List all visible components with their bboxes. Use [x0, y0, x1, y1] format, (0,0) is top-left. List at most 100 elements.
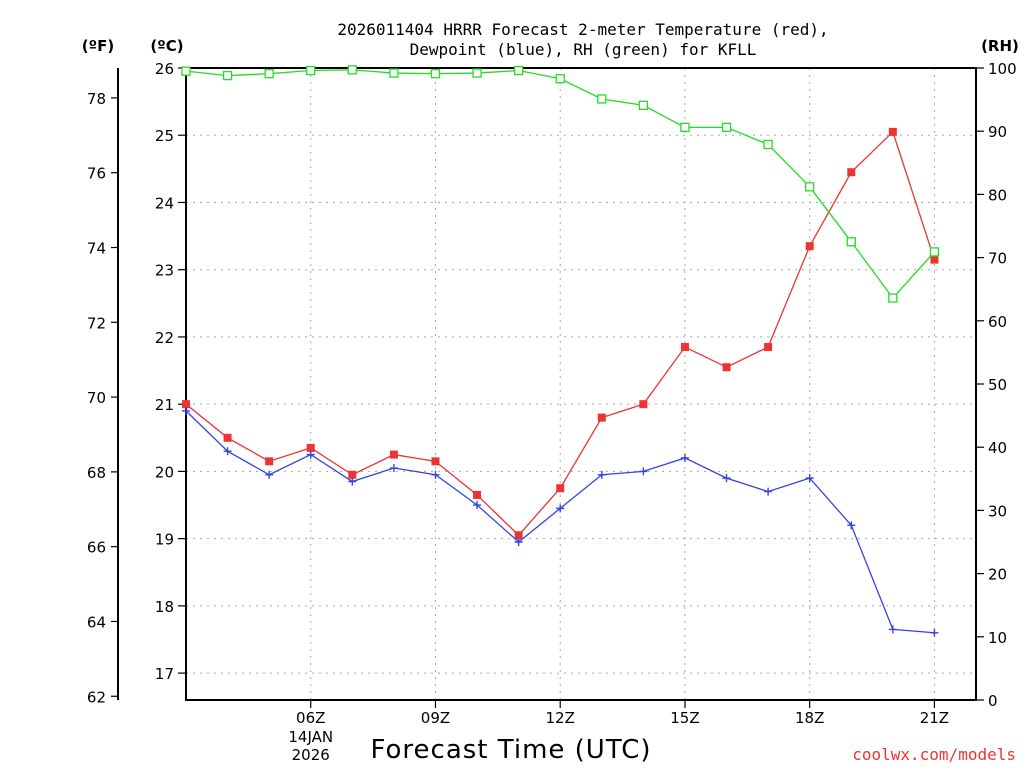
dewpoint-point — [888, 625, 897, 634]
rh-point — [555, 74, 565, 84]
rh-tick-label: 40 — [988, 439, 1007, 457]
rh-point — [222, 70, 233, 81]
celsius-tick-label: 19 — [155, 531, 174, 549]
rh-point — [513, 65, 524, 76]
dewpoint-point — [223, 447, 232, 456]
dewpoint-line — [185, 410, 935, 634]
rh-tick-label: 70 — [988, 250, 1007, 268]
axis-layer: 17 18 19 20 21 22 23 24 25 26 62 64 66 68 70 72 74 76 78 0 1… — [87, 60, 1017, 764]
temperature-point — [556, 484, 565, 493]
rh-tick-label: 10 — [988, 629, 1007, 647]
dewpoint-point — [764, 487, 773, 496]
fahrenheit-axis-unit: (ºF) — [82, 37, 114, 55]
celsius-tick-label: 18 — [155, 598, 174, 616]
temperature-point — [389, 450, 398, 459]
rh-tick-label: 90 — [988, 123, 1007, 141]
x-tick-date-label: 14JAN — [288, 728, 333, 746]
celsius-tick-label: 22 — [155, 329, 174, 347]
plot-frame — [185, 67, 977, 701]
rh-point — [721, 122, 732, 133]
dewpoint-point — [930, 628, 939, 637]
celsius-tick-label: 26 — [155, 60, 174, 78]
x-tick-date-label: 2026 — [292, 746, 330, 764]
temperature-point — [431, 457, 440, 466]
celsius-tick-label: 20 — [155, 463, 174, 481]
temperature-point — [639, 400, 648, 409]
rh-point — [597, 94, 607, 104]
temperature-point — [223, 433, 232, 442]
celsius-tick-label: 21 — [155, 396, 174, 414]
fahrenheit-tick-label: 78 — [87, 90, 106, 108]
chart-title-line-2: Dewpoint (blue), RH (green) for KFLL — [410, 40, 757, 59]
rh-point — [929, 247, 940, 257]
rh-point — [846, 237, 856, 247]
fahrenheit-tick-label: 72 — [87, 314, 106, 332]
x-tick-label: 18Z — [795, 709, 824, 727]
celsius-tick-label: 17 — [155, 665, 174, 683]
rh-point — [347, 65, 357, 75]
rh-tick-label: 30 — [988, 502, 1007, 520]
chart-title-line-1: 2026011404 HRRR Forecast 2-meter Tempera… — [337, 20, 828, 39]
rh-point — [472, 68, 482, 78]
dewpoint-point — [182, 406, 190, 415]
rh-tick-label: 50 — [988, 376, 1007, 394]
rh-point — [306, 65, 316, 76]
temperature-point — [805, 242, 814, 251]
temperature-point — [514, 531, 523, 540]
dewpoint-point — [680, 453, 689, 462]
temperature-point — [680, 343, 689, 352]
dewpoint-point — [389, 464, 398, 473]
dewpoint-point — [473, 501, 482, 510]
rh-tick-label: 20 — [988, 566, 1007, 584]
fahrenheit-tick-label: 68 — [87, 464, 106, 482]
celsius-tick-label: 23 — [155, 262, 174, 280]
dewpoint-point — [514, 538, 523, 546]
x-tick-label: 06Z — [296, 709, 325, 727]
rh-point — [680, 122, 690, 133]
series-layer — [181, 65, 940, 637]
dewpoint-point — [431, 470, 440, 479]
dewpoint-point — [556, 504, 565, 513]
celsius-tick-label: 24 — [155, 194, 174, 212]
fahrenheit-tick-label: 76 — [87, 165, 106, 183]
temperature-point — [348, 470, 357, 479]
rh-tick-label: 80 — [988, 186, 1007, 204]
rh-point — [181, 66, 191, 76]
fahrenheit-tick-label: 64 — [87, 613, 106, 631]
rh-tick-label: 60 — [988, 313, 1007, 331]
x-tick-label: 15Z — [670, 709, 699, 727]
dewpoint-point — [847, 521, 856, 530]
temperature-point — [930, 255, 939, 264]
temperature-point — [182, 400, 190, 409]
rh-point — [389, 68, 399, 78]
temperature-point — [597, 413, 606, 422]
dewpoint-point — [805, 474, 814, 483]
temperature-point — [306, 443, 315, 452]
celsius-tick-label: 25 — [155, 127, 174, 145]
x-tick-label: 12Z — [546, 709, 575, 727]
grid-layer — [186, 67, 976, 700]
rh-point — [638, 100, 649, 110]
temperature-point — [722, 363, 731, 372]
temperature-point — [847, 168, 856, 177]
temperature-point — [764, 343, 773, 352]
dewpoint-point — [306, 450, 315, 459]
rh-tick-label: 100 — [988, 60, 1017, 78]
rh-point — [763, 139, 773, 150]
x-tick-label: 21Z — [920, 709, 949, 727]
credit-link[interactable]: coolwx.com/models — [852, 745, 1016, 764]
dewpoint-point — [722, 474, 731, 483]
rh-point — [430, 69, 441, 79]
fahrenheit-tick-label: 66 — [87, 539, 106, 557]
dewpoint-point — [597, 470, 606, 479]
rh-point — [805, 182, 815, 192]
rh-axis-unit: (RH) — [981, 37, 1019, 55]
fahrenheit-tick-label: 70 — [87, 389, 106, 407]
x-axis-label: Forecast Time (UTC) — [370, 735, 651, 765]
dewpoint-point — [639, 467, 648, 476]
rh-tick-label: 0 — [988, 692, 998, 710]
temperature-point — [265, 457, 274, 466]
temperature-point — [473, 490, 482, 499]
rh-point — [264, 69, 274, 79]
